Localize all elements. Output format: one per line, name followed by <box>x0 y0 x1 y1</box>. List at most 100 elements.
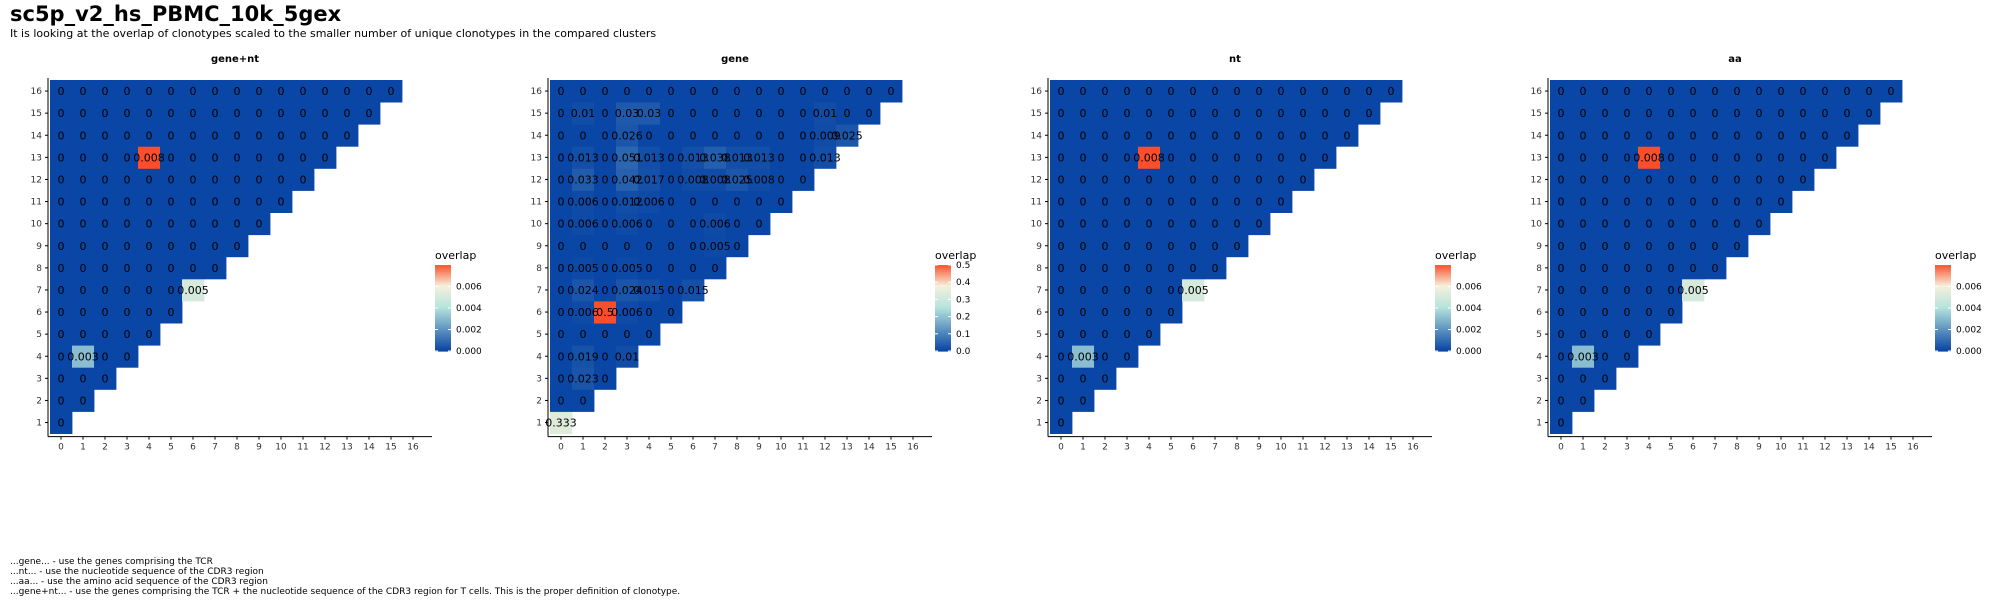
heatmap-cell <box>138 323 161 346</box>
heatmap-cell <box>116 168 139 191</box>
heatmap-cell <box>704 168 727 191</box>
heatmap-cell <box>660 278 683 302</box>
heatmap-cell <box>770 80 793 103</box>
cell-value-label: 0 <box>1058 417 1065 430</box>
cell-value-label: 0 <box>580 240 587 253</box>
heatmap-cell <box>858 102 881 125</box>
cell-value-label: 0 <box>1344 129 1351 142</box>
cell-value-label: 0 <box>756 218 763 231</box>
heatmap-cell <box>72 234 95 258</box>
x-tick-label: 1 <box>1080 443 1086 453</box>
cell-value-label: 0 <box>1778 129 1785 142</box>
legend-colorbar-segment <box>435 323 451 326</box>
legend-colorbar-segment <box>1435 316 1451 320</box>
heatmap-cell <box>336 80 359 103</box>
cell-value-label: 0.008 <box>1633 151 1665 164</box>
cell-value-label: 0 <box>1102 107 1109 120</box>
heatmap-cell <box>1072 80 1095 103</box>
heatmap-cell <box>1072 345 1095 368</box>
cell-value-label: 0 <box>1102 218 1109 231</box>
cell-value-label: 0 <box>1102 328 1109 341</box>
cell-value-label: 0 <box>1058 107 1065 120</box>
heatmap-cell <box>638 168 661 191</box>
heatmap-cell <box>572 256 595 280</box>
legend-colorbar-segment <box>435 286 451 290</box>
legend-colorbar-segment <box>935 327 951 331</box>
heatmap-cell <box>1072 323 1095 346</box>
heatmap-cell <box>1748 190 1771 213</box>
cell-value-label: 0 <box>1690 129 1697 142</box>
cell-value-label: 0 <box>278 129 285 142</box>
x-tick-label: 7 <box>712 443 718 453</box>
heatmap-cell <box>1094 190 1117 213</box>
heatmap-cell <box>1160 278 1183 302</box>
legend-tick-label: 0.002 <box>1456 326 1482 336</box>
heatmap-cell <box>594 168 617 191</box>
x-tick-label: 14 <box>863 443 875 453</box>
cell-value-label: 0 <box>1822 85 1829 98</box>
cell-value-label: 0 <box>844 107 851 120</box>
heatmap-cell <box>748 102 771 125</box>
heatmap-cell <box>160 80 183 103</box>
heatmap-cell <box>182 234 205 258</box>
heatmap-cell <box>616 146 639 169</box>
heatmap-cell <box>1050 212 1073 236</box>
y-tick-label: 14 <box>1031 131 1043 141</box>
cell-value-label: 0 <box>212 173 219 186</box>
cell-value-label: 0 <box>1124 173 1131 186</box>
legend-colorbar-segment <box>1435 277 1451 281</box>
x-tick-label: 3 <box>624 443 630 453</box>
cell-value-label: 0 <box>1146 218 1153 231</box>
heatmap-cell <box>1204 212 1227 236</box>
heatmap-cell <box>550 278 573 302</box>
cell-value-label: 0 <box>1668 151 1675 164</box>
heatmap-cell <box>814 102 837 125</box>
cell-value-label: 0 <box>778 196 785 209</box>
cell-value-label: 0 <box>80 262 87 275</box>
cell-value-label: 0 <box>102 218 109 231</box>
heatmap-cell <box>94 212 117 236</box>
heatmap-cell <box>72 124 95 147</box>
legend-colorbar-segment <box>1935 323 1951 326</box>
heatmap-cell <box>1748 212 1771 236</box>
heatmap-cell <box>94 80 117 103</box>
heatmap-cell <box>1726 168 1749 191</box>
cell-value-label: 0.333 <box>545 417 577 430</box>
cell-value-label: 0 <box>234 218 241 231</box>
cell-value-label: 0 <box>58 85 65 98</box>
cell-value-label: 0 <box>1102 85 1109 98</box>
cell-value-label: 0 <box>1580 240 1587 253</box>
cell-value-label: 0 <box>1124 262 1131 275</box>
cell-value-label: 0 <box>1366 85 1373 98</box>
y-tick-label: 5 <box>536 330 542 340</box>
cell-value-label: 0 <box>1756 151 1763 164</box>
cell-value-label: 0 <box>1124 196 1131 209</box>
legend-colorbar-segment <box>1435 286 1451 290</box>
heatmap-cell <box>594 278 617 302</box>
heatmap-cell <box>572 102 595 125</box>
cell-value-label: 0 <box>1646 306 1653 319</box>
legend-colorbar-segment <box>1935 312 1951 316</box>
heatmap-cell <box>116 278 139 302</box>
heatmap-cell <box>1792 124 1815 147</box>
cell-value-label: 0 <box>778 129 785 142</box>
heatmap-cell <box>660 301 683 324</box>
x-tick-label: 14 <box>363 443 375 453</box>
footnote-gene-nt: ...gene+nt... - use the genes comprising… <box>10 587 681 597</box>
legend-colorbar-segment <box>935 290 951 294</box>
heatmap-cell <box>138 124 161 147</box>
heatmap-cell <box>1248 190 1271 213</box>
cell-value-label: 0 <box>58 328 65 341</box>
heatmap-cell <box>1138 124 1161 147</box>
cell-value-label: 0 <box>300 151 307 164</box>
cell-value-label: 0 <box>602 218 609 231</box>
heatmap-cell <box>336 124 359 147</box>
cell-value-label: 0 <box>168 306 175 319</box>
heatmap-cell <box>1072 256 1095 280</box>
heatmap-cell <box>1226 102 1249 125</box>
heatmap-cell <box>594 102 617 125</box>
legend-colorbar-segment <box>935 297 951 300</box>
x-tick-label: 15 <box>1885 443 1896 453</box>
x-tick-label: 13 <box>1841 443 1852 453</box>
heatmap-cell <box>1572 278 1595 302</box>
